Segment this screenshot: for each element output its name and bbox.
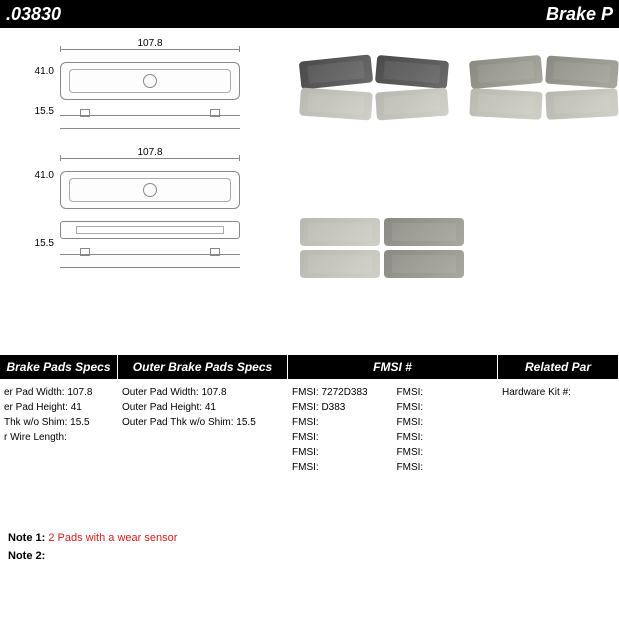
clip-drawing <box>60 221 240 239</box>
fmsi-body: FMSI: 7272D383FMSI: D383FMSI:FMSI:FMSI:F… <box>288 379 497 481</box>
product-photo-1 <box>300 58 460 118</box>
top-bar: .03830 Brake P <box>0 0 619 28</box>
specs-section: Brake Pads Specs er Pad Width: 107.8er P… <box>0 355 619 481</box>
outer-specs-header: Outer Brake Pads Specs <box>118 355 287 379</box>
spec-row: FMSI: <box>397 415 494 430</box>
inner-specs-body: er Pad Width: 107.8er Pad Height: 41Thk … <box>0 379 117 451</box>
title-right: Brake P <box>546 4 613 25</box>
spec-row: FMSI: <box>292 415 389 430</box>
spec-row: FMSI: D383 <box>292 400 389 415</box>
part-number: .03830 <box>6 4 61 25</box>
spec-row: FMSI: <box>397 430 494 445</box>
pad-side-drawing-2 <box>60 254 240 268</box>
pad-face-drawing-2 <box>60 171 240 209</box>
spec-row: Hardware Kit #: <box>502 385 614 400</box>
notes-section: Note 1: 2 Pads with a wear sensor Note 2… <box>8 530 177 565</box>
dim-width-2: 107.8 <box>60 147 240 159</box>
spec-row: er Pad Height: 41 <box>4 400 113 415</box>
inner-specs-header: Brake Pads Specs <box>0 355 117 379</box>
note-1: Note 1: 2 Pads with a wear sensor <box>8 530 177 548</box>
spec-row: Outer Pad Width: 107.8 <box>122 385 283 400</box>
spec-row: er Pad Width: 107.8 <box>4 385 113 400</box>
product-photo-2 <box>470 58 619 118</box>
related-header: Related Par <box>498 355 618 379</box>
spec-row: FMSI: <box>397 400 494 415</box>
spec-row: FMSI: <box>292 445 389 460</box>
fmsi-col: FMSI # FMSI: 7272D383FMSI: D383FMSI:FMSI… <box>288 355 498 481</box>
spec-row: FMSI: 7272D383 <box>292 385 389 400</box>
dim-thk-2: 15.5 <box>26 238 54 249</box>
spec-row: Outer Pad Height: 41 <box>122 400 283 415</box>
spec-row: r Wire Length: <box>4 430 113 445</box>
spec-row: FMSI: <box>397 445 494 460</box>
related-col: Related Par Hardware Kit #: <box>498 355 619 481</box>
note1-label: Note 1: <box>8 532 45 544</box>
spec-row: FMSI: <box>292 430 389 445</box>
pad-face-drawing-1 <box>60 62 240 100</box>
outer-specs-body: Outer Pad Width: 107.8Outer Pad Height: … <box>118 379 287 436</box>
fmsi-header: FMSI # <box>288 355 497 379</box>
note2-label: Note 2: <box>8 550 45 562</box>
dim-width-1: 107.8 <box>60 38 240 50</box>
spec-row: Thk w/o Shim: 15.5 <box>4 415 113 430</box>
spec-row: Outer Pad Thk w/o Shim: 15.5 <box>122 415 283 430</box>
note1-text: 2 Pads with a wear sensor <box>48 532 177 544</box>
spec-row: FMSI: <box>292 460 389 475</box>
dim-height-1: 41.0 <box>26 66 54 77</box>
diagram-area: 107.8 41.0 15.5 107.8 41.0 15.5 <box>0 28 619 353</box>
related-body: Hardware Kit #: <box>498 379 618 406</box>
spec-row: FMSI: <box>397 385 494 400</box>
spec-row: FMSI: <box>397 460 494 475</box>
note-2: Note 2: <box>8 548 177 566</box>
pad-side-drawing-1 <box>60 115 240 129</box>
technical-drawings: 107.8 41.0 15.5 107.8 41.0 15.5 <box>30 38 260 268</box>
product-photo-3 <box>300 218 470 278</box>
outer-specs-col: Outer Brake Pads Specs Outer Pad Width: … <box>118 355 288 481</box>
dim-height-2: 41.0 <box>26 170 54 181</box>
inner-specs-col: Brake Pads Specs er Pad Width: 107.8er P… <box>0 355 118 481</box>
dim-thk-1: 15.5 <box>26 106 54 117</box>
